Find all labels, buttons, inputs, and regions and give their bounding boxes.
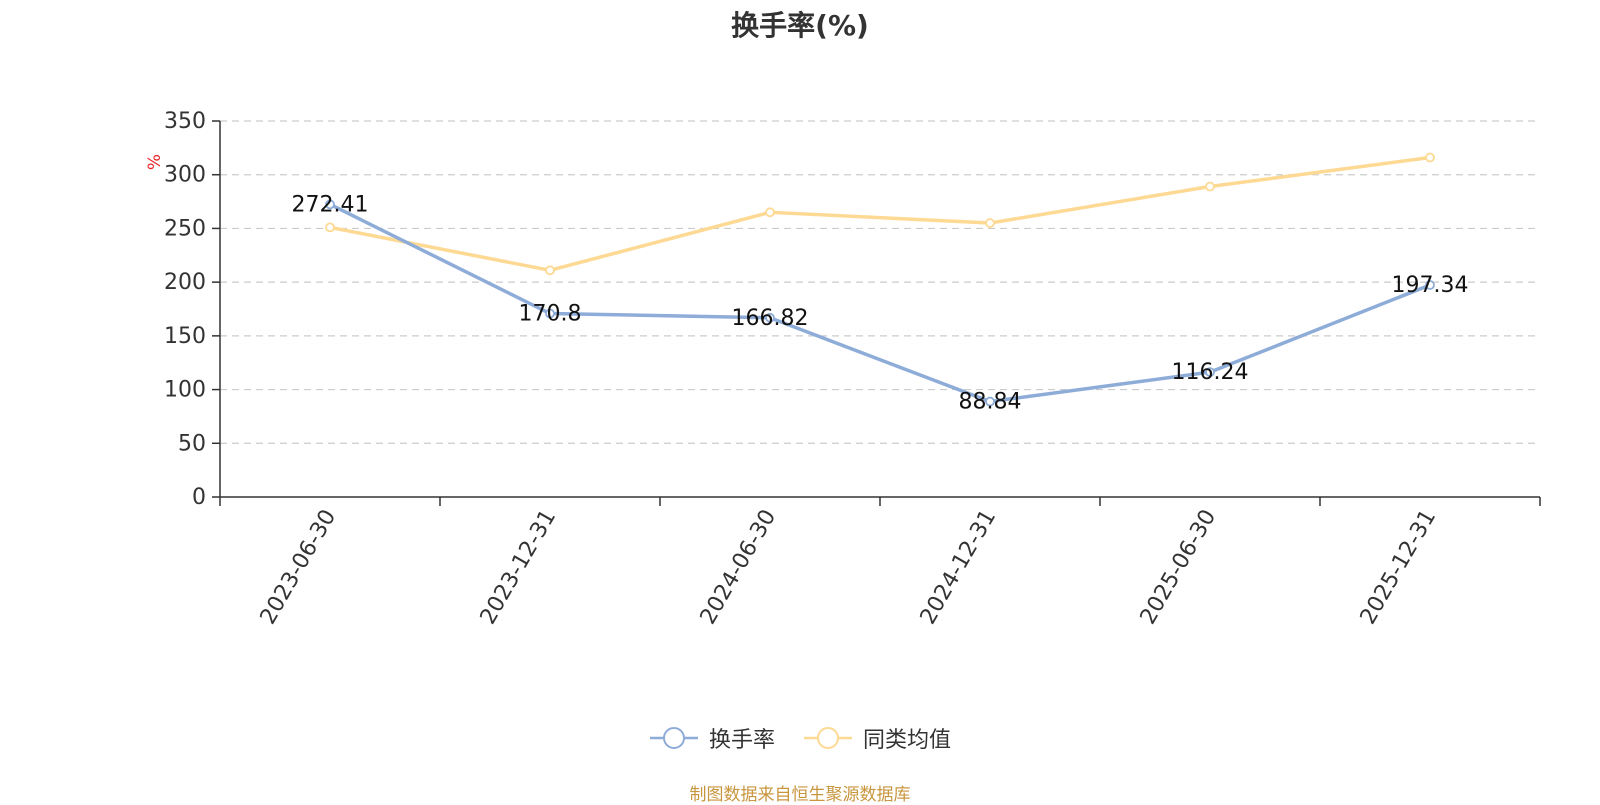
grid-layer [220, 120, 1540, 444]
data-label: 166.82 [732, 306, 809, 331]
x-tick-label: 2025-06-30 [1136, 506, 1222, 629]
data-label: 197.34 [1392, 273, 1469, 298]
x-tick-label: 2023-12-31 [476, 506, 562, 629]
y-tick-label: 350 [164, 109, 206, 134]
data-point [765, 312, 775, 323]
legend-item[interactable]: 同类均值 [803, 722, 951, 754]
y-tick-label: 0 [192, 485, 206, 510]
series-layer [325, 152, 1435, 407]
x-tick-label: 2023-06-30 [256, 506, 342, 629]
data-point [985, 218, 995, 228]
legend-label: 同类均值 [863, 728, 952, 753]
y-tick-label: 200 [164, 270, 206, 295]
data-point [325, 222, 335, 233]
x-tick-label: 2024-12-31 [916, 506, 1002, 629]
legend-item[interactable]: 换手率 [649, 722, 775, 754]
data-point [765, 207, 775, 218]
data-point [545, 265, 555, 276]
y-tick-label: 250 [164, 216, 206, 241]
x-tick-label: 2024-06-30 [696, 506, 782, 629]
data-point [1205, 181, 1215, 192]
source-note: 制图数据来自恒生聚源数据库 [689, 785, 911, 805]
axis-layer: 0 50 100 150 200 250 300 350% 2023-06-30 2023-12-… [145, 109, 1541, 629]
data-label: 272.41 [292, 192, 369, 217]
chart-title: 换手率(%) [731, 9, 869, 42]
legend: 换手率 同类均值 [0, 722, 1600, 754]
data-label: 88.84 [959, 390, 1022, 415]
y-tick-label: 50 [178, 431, 206, 456]
data-point [545, 308, 555, 319]
data-label: 170.8 [519, 302, 582, 327]
data-point [1425, 152, 1435, 163]
series-line-1 [328, 155, 1432, 273]
data-point [1205, 367, 1215, 378]
data-point [985, 396, 995, 407]
y-tick-label: 150 [164, 324, 206, 349]
y-axis-unit-label: % [145, 154, 165, 170]
y-tick-label: 300 [164, 163, 206, 188]
y-tick-label: 100 [164, 378, 206, 403]
legend-label: 换手率 [708, 728, 775, 753]
data-label: 116.24 [1172, 360, 1249, 385]
legend-swatch-icon [649, 727, 698, 749]
label-layer: 272.41 170.8 166.82 88.84 116.24 197.34 [292, 192, 1469, 414]
legend-swatch-icon [804, 727, 852, 749]
x-tick-label: 2025-12-31 [1356, 506, 1442, 629]
data-point [325, 199, 335, 210]
data-point [1425, 280, 1435, 290]
series-line-0 [328, 202, 1432, 404]
